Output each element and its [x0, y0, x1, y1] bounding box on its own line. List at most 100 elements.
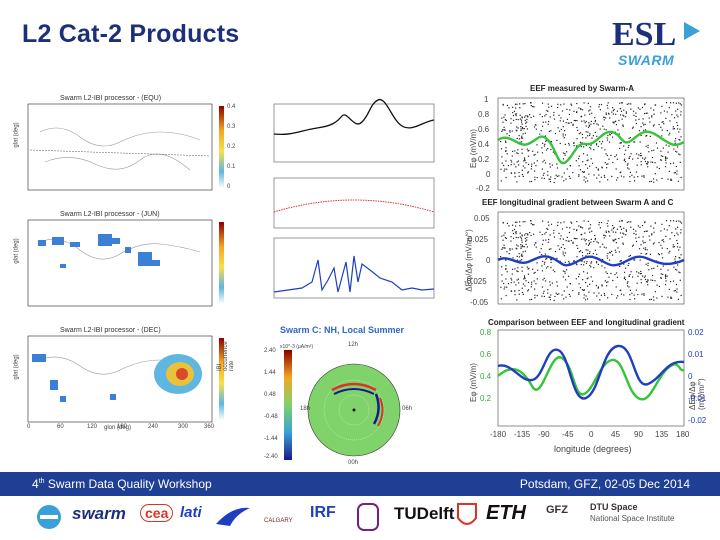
- scatter-point: [653, 124, 655, 126]
- scatter-point: [621, 220, 623, 222]
- scatter-point: [521, 241, 523, 243]
- scatter-point: [527, 268, 529, 270]
- scatter-point: [603, 293, 605, 295]
- scatter-point: [581, 109, 584, 111]
- scatter-point: [640, 134, 642, 137]
- scatter-point: [578, 292, 580, 294]
- scatter-point: [514, 176, 516, 178]
- scatter-point: [566, 269, 568, 271]
- scatter-point: [580, 145, 582, 148]
- scatter-point: [672, 280, 675, 282]
- scatter-point: [546, 227, 548, 230]
- scatter-point: [636, 164, 638, 166]
- esl-logo-text: ESL: [612, 16, 677, 53]
- scatter-point: [674, 140, 676, 142]
- scatter-point: [523, 128, 525, 130]
- scatter-point: [589, 146, 591, 149]
- scatter-point: [660, 150, 662, 152]
- scatter-point: [575, 278, 577, 280]
- scatter-point: [521, 266, 523, 268]
- scatter-point: [510, 172, 512, 174]
- scatter-point: [642, 118, 644, 120]
- scatter-point: [664, 159, 667, 161]
- scatter-point: [585, 249, 587, 251]
- polar-bottom-label: 00h: [348, 460, 359, 466]
- logo-tudelft: TUDelft: [394, 504, 455, 523]
- scatter-point: [640, 278, 642, 281]
- scatter-point: [605, 112, 607, 114]
- scatter-point: [535, 283, 537, 285]
- scatter-point: [587, 159, 589, 161]
- scatter-point: [605, 153, 607, 155]
- scatter-point: [567, 122, 569, 124]
- scatter-point: [673, 117, 676, 119]
- scatter-point: [624, 276, 626, 278]
- scatter-point: [521, 169, 523, 171]
- scatter-point: [607, 134, 609, 137]
- polar-left-label: 18h: [300, 406, 311, 412]
- scatter-point: [676, 242, 679, 245]
- ibi-ylabel-2: glat (deg): [13, 238, 20, 264]
- scatter-point: [587, 244, 590, 246]
- scatter-point: [658, 123, 660, 126]
- scatter-point: [550, 261, 552, 264]
- scatter-point: [629, 171, 632, 173]
- scatter-point: [620, 293, 623, 295]
- scatter-point: [533, 233, 535, 235]
- scatter-point: [638, 248, 641, 250]
- scatter-point: [523, 278, 525, 280]
- scatter-point: [562, 253, 564, 255]
- scatter-point: [512, 257, 514, 259]
- scatter-point: [639, 141, 641, 143]
- scatter-point: [661, 121, 663, 124]
- scatter-point: [572, 289, 574, 292]
- eef-x-tick: 135: [655, 430, 669, 439]
- scatter-point: [565, 240, 567, 242]
- scatter-point: [520, 128, 522, 130]
- scatter-point: [524, 103, 526, 105]
- scatter-point: [647, 161, 649, 163]
- scatter-point: [562, 270, 565, 272]
- scatter-point: [582, 137, 584, 139]
- scatter-point: [617, 129, 619, 131]
- scatter-point: [550, 223, 553, 225]
- scatter-point: [503, 116, 505, 118]
- scatter-point: [517, 278, 520, 280]
- scatter-point: [598, 292, 600, 294]
- scatter-point: [581, 171, 584, 173]
- scatter-point: [630, 221, 632, 223]
- scatter-point: [524, 159, 526, 162]
- scatter-point: [505, 119, 507, 122]
- scatter-point: [520, 244, 522, 246]
- scatter-point: [527, 290, 529, 292]
- eef-x-tick: 90: [634, 430, 643, 439]
- scatter-point: [679, 103, 682, 105]
- scatter-point: [544, 280, 547, 282]
- scatter-point: [596, 143, 598, 145]
- scatter-point: [599, 109, 602, 111]
- scatter-point: [660, 126, 662, 128]
- scatter-point: [609, 134, 611, 136]
- scatter-point: [516, 161, 518, 163]
- scatter-point: [656, 179, 658, 181]
- scatter-point: [522, 165, 524, 167]
- scatter-point: [651, 234, 653, 236]
- scatter-point: [643, 175, 645, 177]
- scatter-point: [601, 285, 603, 287]
- scatter-point: [542, 121, 544, 123]
- scatter-point: [542, 239, 544, 241]
- scatter-point: [583, 238, 585, 240]
- scatter-point: [568, 175, 570, 177]
- scatter-point: [623, 271, 626, 273]
- scatter-point: [512, 119, 515, 121]
- ibi-ylabel-3: glat (deg): [13, 354, 20, 380]
- scatter-point: [501, 156, 503, 158]
- scatter-point: [664, 156, 667, 158]
- scatter-point: [547, 171, 549, 173]
- scatter-point: [513, 163, 515, 165]
- scatter-point: [516, 279, 518, 281]
- scatter-point: [564, 252, 567, 254]
- polar-title: Swarm C: NH, Local Summer: [280, 325, 405, 335]
- scatter-point: [590, 148, 592, 150]
- scatter-point: [672, 128, 674, 130]
